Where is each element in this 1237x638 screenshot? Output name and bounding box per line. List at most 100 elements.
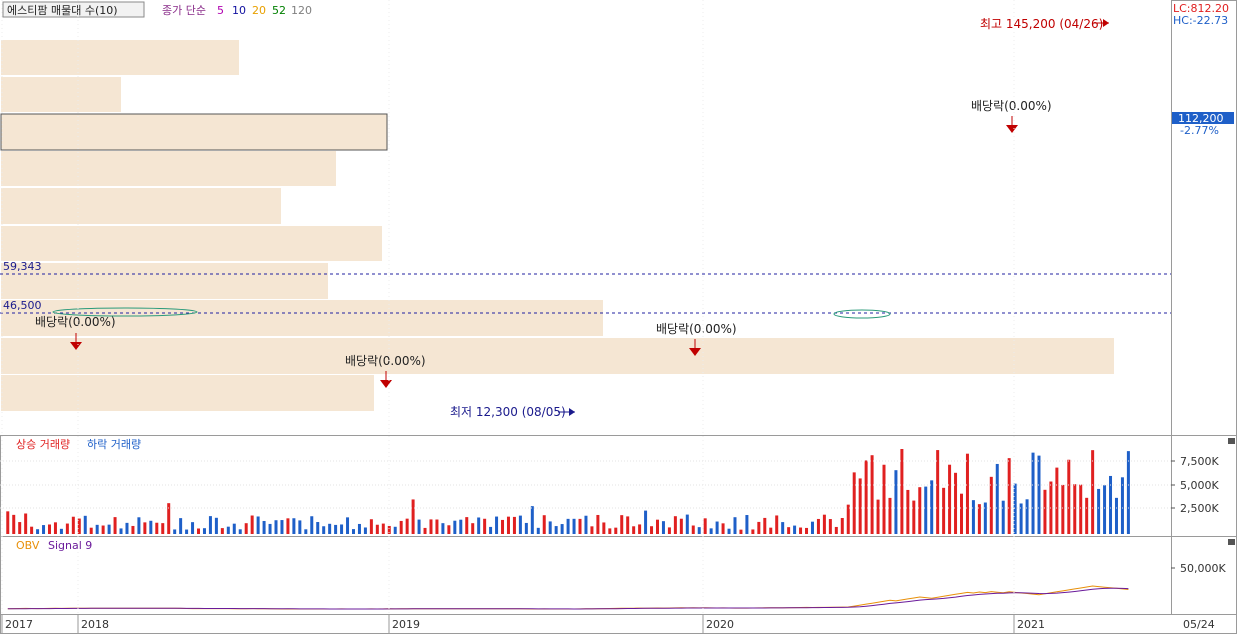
volume-bar: [495, 516, 499, 534]
volume-bar: [477, 517, 481, 534]
volume-bar: [208, 516, 212, 534]
volume-legend-up: 상승 거래량: [16, 438, 70, 451]
obv-tick-label: 50,000K: [1180, 562, 1226, 575]
volume-bar: [310, 516, 314, 534]
volume-bar: [1025, 499, 1029, 534]
dividend-arrow-icon: [1006, 125, 1018, 133]
volume-bar: [888, 497, 892, 534]
obv-panel-toggle[interactable]: [1228, 539, 1235, 545]
volume-bar: [703, 518, 707, 534]
ref-label-59343: 59,343: [3, 260, 42, 273]
volume-bar: [280, 520, 284, 534]
dividend-marker-2019: 배당락(0.00%): [656, 322, 737, 356]
volume-bar: [757, 521, 761, 534]
x-tick-label: 2018: [81, 618, 109, 631]
volume-bar: [89, 527, 93, 534]
volume-bar: [447, 525, 451, 534]
volume-bar: [685, 514, 689, 534]
volume-bar: [232, 523, 236, 534]
volume-bar: [679, 518, 683, 534]
volume-bar: [614, 527, 618, 534]
volume-bar: [1097, 488, 1101, 534]
volume-bar: [834, 526, 838, 534]
volume-bar: [810, 521, 814, 534]
chart-title-box[interactable]: [2, 1, 145, 18]
volume-bar: [572, 518, 576, 534]
volume-bar: [83, 515, 87, 534]
x-tick-label: 2020: [706, 618, 734, 631]
volume-bar: [441, 523, 445, 534]
volume-bar: [1091, 450, 1095, 534]
volume-bar: [357, 523, 361, 534]
volume-bar: [590, 526, 594, 534]
volume-bar: [405, 518, 409, 534]
volume-bar: [626, 516, 630, 534]
volume-bar: [250, 515, 254, 534]
ma-period-52: 52: [272, 4, 286, 17]
volume-bar: [799, 527, 803, 534]
volume-bar: [429, 519, 433, 534]
volume-bar: [1079, 484, 1083, 534]
svg-text:배당락(0.00%): 배당락(0.00%): [971, 99, 1052, 113]
volume-bar: [644, 510, 648, 534]
volume-bar: [894, 470, 898, 534]
volume-bar: [864, 460, 868, 534]
volume-bar: [101, 525, 105, 534]
volume-bar: [137, 517, 141, 534]
volume-profile-bar: [1, 77, 121, 112]
volume-bar: [322, 526, 326, 534]
volume-bar: [912, 500, 916, 534]
cross-ellipse-2020: [833, 309, 891, 319]
volume-bar: [220, 528, 224, 534]
volume-bar: [846, 504, 850, 534]
volume-bar: [554, 526, 558, 534]
volume-tick-label: 2,500K: [1180, 502, 1219, 515]
volume-bar: [1067, 459, 1071, 534]
volume-bar: [1073, 484, 1077, 534]
volume-bar: [1019, 503, 1023, 534]
volume-axis: 7,500K 5,000K 2,500K: [0, 455, 1219, 515]
current-change: -2.77%: [1180, 124, 1219, 137]
volume-bar: [143, 522, 147, 534]
volume-bar: [369, 519, 373, 534]
volume-bar: [542, 515, 546, 534]
volume-bar: [954, 472, 958, 534]
volume-bar: [822, 514, 826, 534]
volume-bar: [667, 527, 671, 534]
volume-bar: [399, 520, 403, 534]
volume-bar: [715, 521, 719, 534]
volume-bar: [518, 515, 522, 534]
volume-bar: [697, 527, 701, 534]
volume-bar: [1001, 500, 1005, 534]
volume-bar: [661, 521, 665, 534]
volume-bar: [238, 529, 242, 534]
obv-legend: OBV: [16, 539, 40, 552]
volume-bar: [328, 523, 332, 534]
volume-profile-bar: [1, 300, 603, 336]
high-arrow-icon: [1103, 19, 1109, 27]
volume-bar: [596, 514, 600, 534]
volume-bar: [125, 522, 129, 534]
volume-panel-toggle[interactable]: [1228, 438, 1235, 444]
volume-bar: [77, 518, 81, 534]
x-axis: 2017 2018 2019 2020 2021 05/24: [1, 0, 1215, 634]
volume-bar: [1114, 497, 1118, 534]
volume-bar: [828, 519, 832, 534]
volume-bar: [638, 524, 642, 534]
volume-bar: [387, 525, 391, 534]
volume-bar: [107, 524, 111, 534]
volume-bar: [548, 521, 552, 534]
x-end-label: 05/24: [1183, 618, 1215, 631]
volume-bar: [959, 493, 963, 534]
volume-bar: [18, 522, 22, 534]
volume-legend-down: 하락 거래량: [87, 437, 141, 451]
volume-bar: [363, 527, 367, 534]
volume-bar: [995, 463, 999, 534]
low-annotation: 최저 12,300 (08/05): [450, 405, 566, 419]
volume-bar: [489, 526, 493, 534]
current-price-tag: [1172, 112, 1234, 124]
volume-bar: [721, 523, 725, 534]
volume-bar: [1109, 475, 1113, 534]
volume-bar: [244, 523, 248, 534]
